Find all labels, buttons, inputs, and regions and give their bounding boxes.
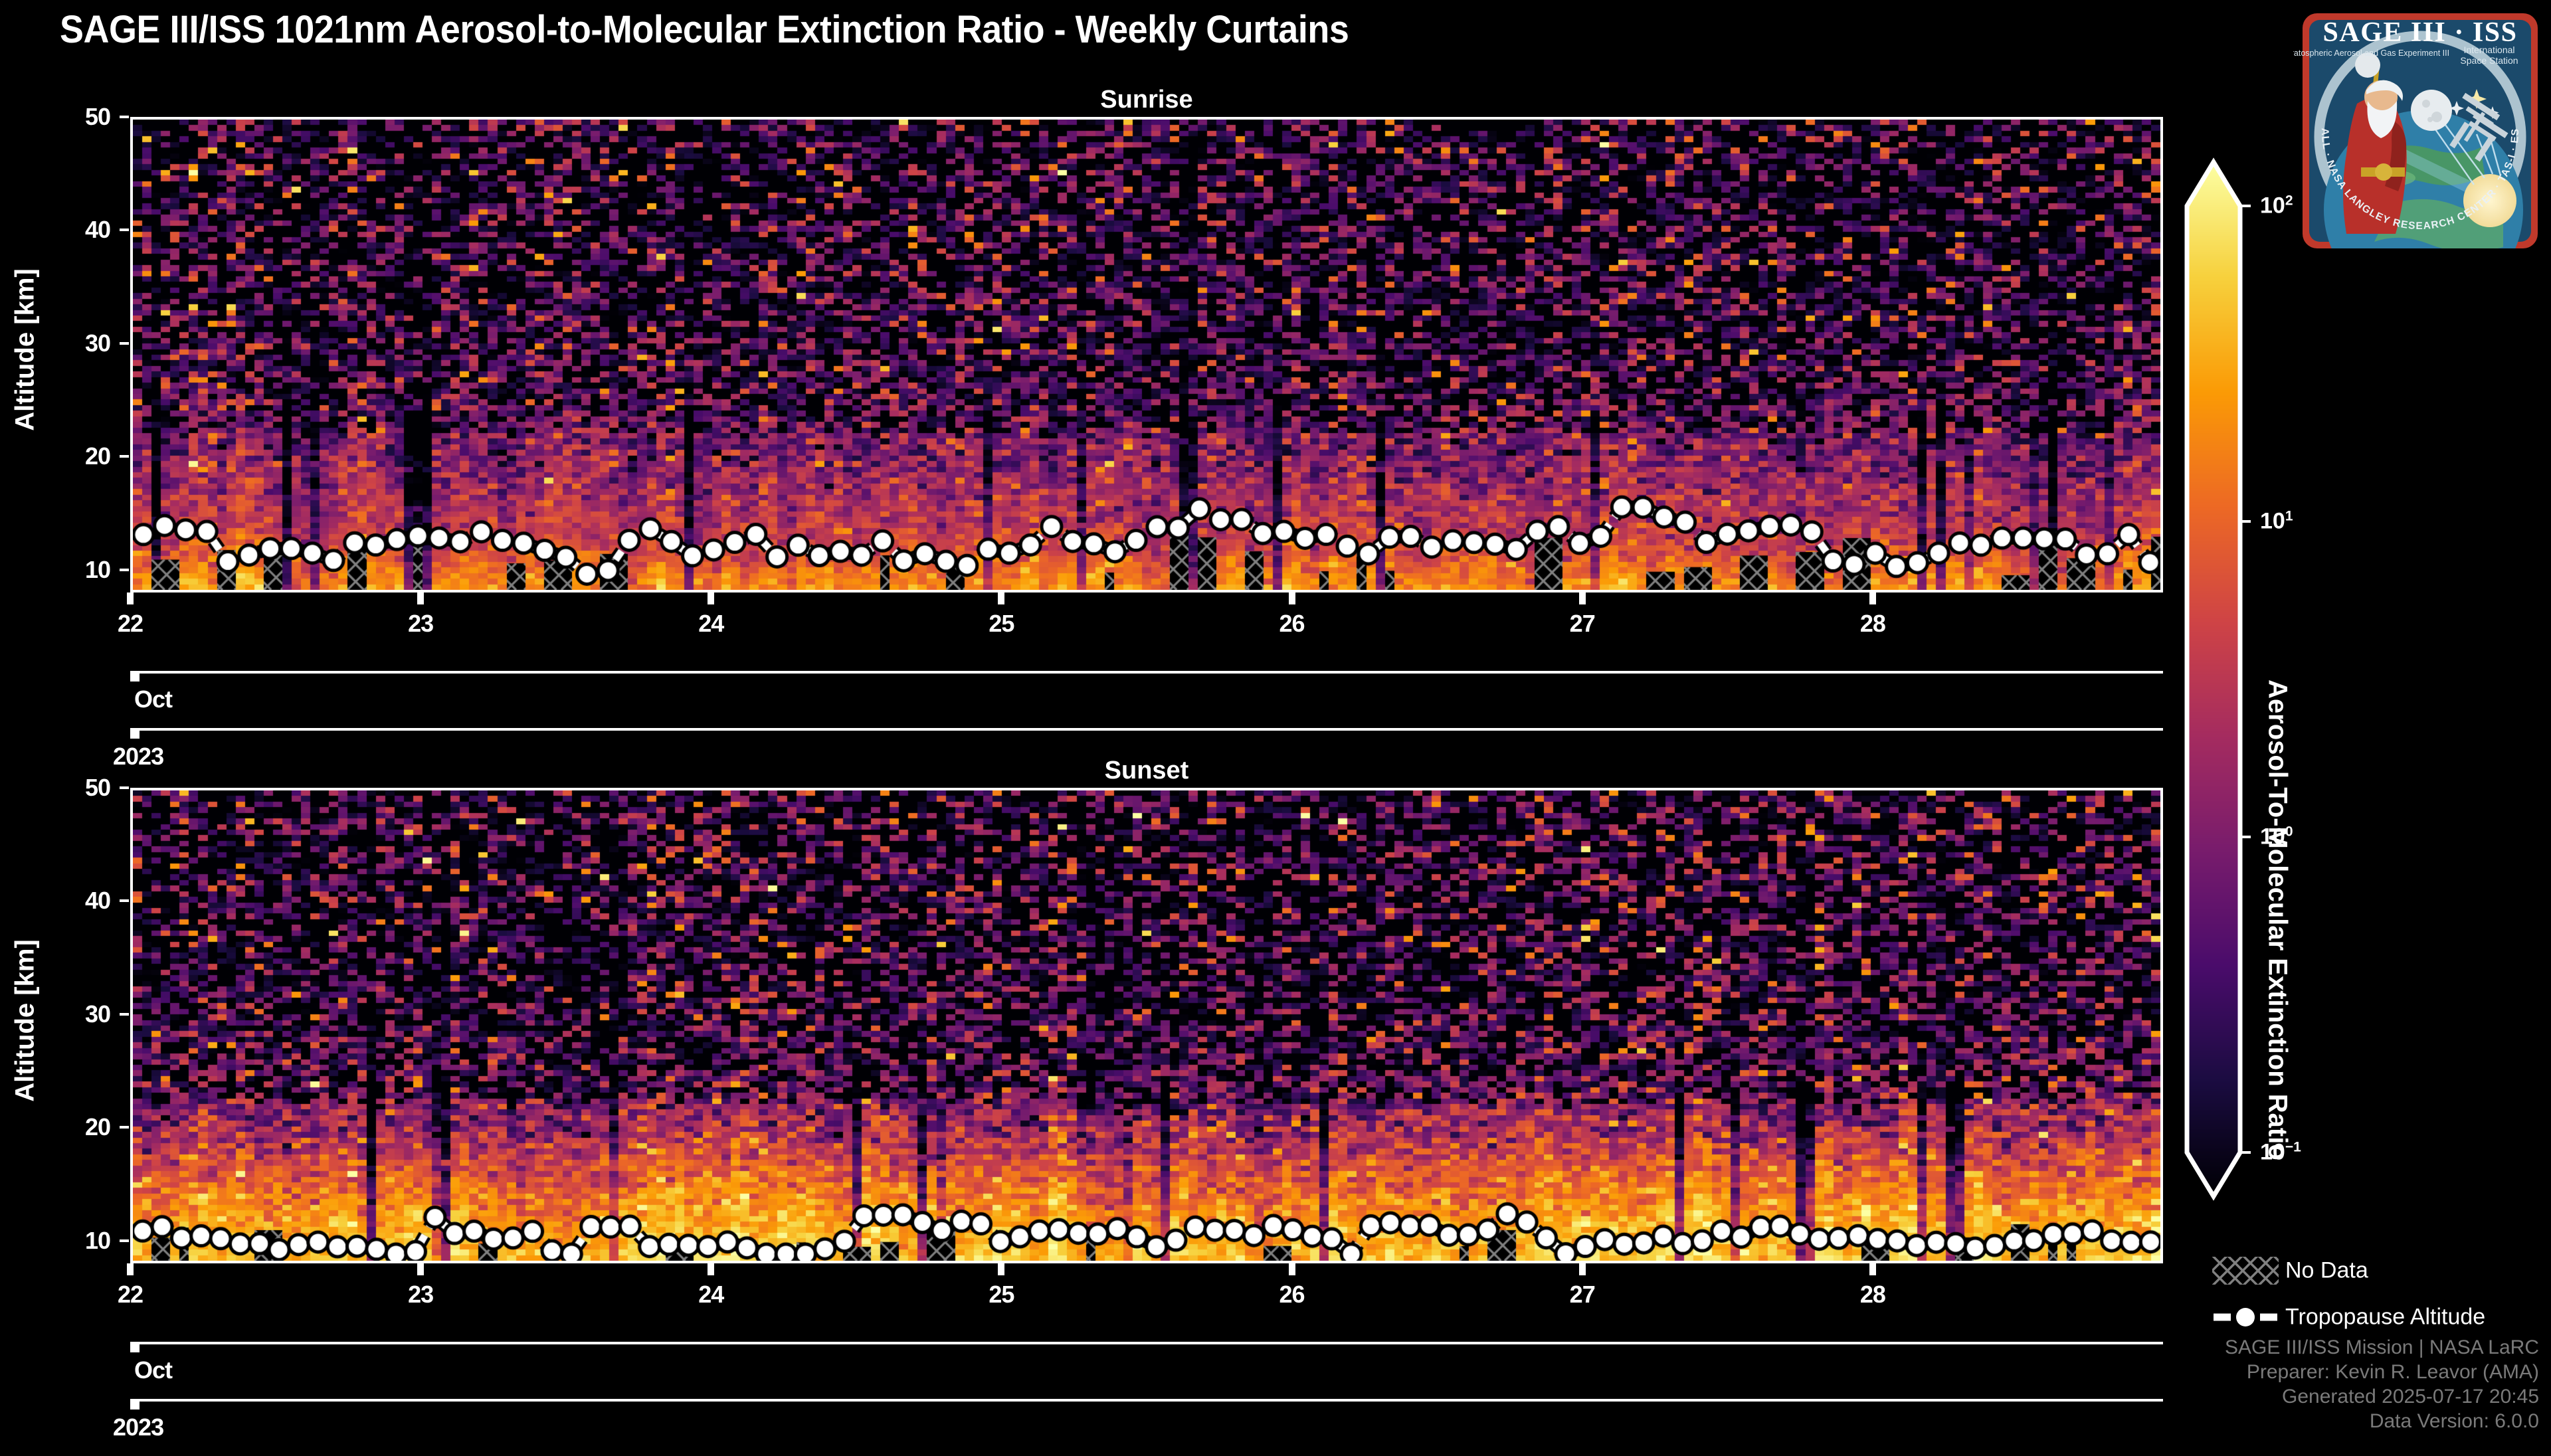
y-tick-mark (120, 1126, 129, 1129)
x-tick-mark (1578, 592, 1586, 604)
month-label: Oct (134, 1356, 173, 1384)
legend-item-no-data: No Data (2212, 1255, 2531, 1286)
y-axis-sunset: 10 20 30 40 50 (0, 774, 130, 1263)
logo-subtitle-right-2: Space Station (2460, 55, 2518, 66)
footer-line-mission: SAGE III/ISS Mission | NASA LaRC (2225, 1336, 2539, 1358)
x-tick-label: 27 (1569, 1281, 1596, 1308)
iss-icon (2449, 92, 2508, 162)
legend-label-tropopause: Tropopause Altitude (2285, 1304, 2486, 1330)
x-tick-mark (1869, 1263, 1876, 1275)
y-tick-mark (120, 568, 129, 571)
x-tick-label: 24 (698, 1281, 724, 1308)
logo-svg: BALL · NASA LANGLEY RESEARCH CENTER · TA… (2283, 0, 2538, 248)
y-tick-label: 30 (84, 329, 111, 357)
page-title: SAGE III/ISS 1021nm Aerosol-to-Molecular… (60, 8, 1349, 51)
x-tick-mark (127, 592, 134, 604)
y-tick-mark (120, 341, 129, 345)
colorbar-tick-mark (2240, 520, 2251, 523)
x-axis-sunrise: 22 23 24 25 26 27 28 Oct 2023 (113, 592, 2163, 785)
y-axis-sunrise: 10 20 30 40 50 (0, 103, 130, 592)
heatmap-sunrise[interactable] (130, 117, 2163, 592)
x-tick-mark (1288, 1263, 1295, 1275)
x-tick-label: 23 (408, 1281, 434, 1308)
x-tick-label: 22 (117, 610, 143, 637)
year-level-tick (130, 728, 140, 739)
x-tick-label: 22 (117, 1281, 143, 1308)
panel-title-sunset: Sunset (1104, 757, 1189, 784)
y-tick-label: 20 (84, 1113, 111, 1141)
x-tick-mark (417, 592, 425, 604)
x-tick-mark (1578, 1263, 1586, 1275)
x-tick-mark (417, 1263, 425, 1275)
no-data-hatch-icon (2212, 1257, 2279, 1285)
x-tick-mark (127, 1263, 134, 1275)
x-tick-label: 23 (408, 610, 434, 637)
footer-line-generated: Generated 2025-07-17 20:45 (2282, 1386, 2539, 1408)
colorbar-tick-label: 10−1 (2260, 1139, 2301, 1165)
legend-item-tropopause: Tropopause Altitude (2212, 1302, 2531, 1332)
x-tick-label: 25 (989, 1281, 1014, 1308)
month-level-tick (130, 671, 140, 682)
y-tick-label: 50 (84, 774, 111, 801)
wizard-figure (2343, 52, 2407, 234)
colorbar-tick-label: 100 (2260, 824, 2293, 850)
y-tick-label: 20 (84, 442, 111, 470)
logo-title: SAGE III · ISS (2323, 17, 2518, 48)
x-tick-label: 28 (1859, 1281, 1886, 1308)
heatmap-canvas-sunrise (133, 120, 2160, 590)
x-tick-label: 24 (698, 610, 724, 637)
y-tick-mark (120, 899, 129, 903)
x-tick-mark (708, 1263, 715, 1275)
colorbar-tick-mark (2240, 1151, 2251, 1154)
y-tick-label: 10 (84, 1226, 111, 1254)
month-level-line (130, 1342, 2163, 1344)
x-tick-label: 25 (989, 610, 1014, 637)
colorbar-tick-label: 101 (2260, 508, 2293, 534)
logo-subtitle-left: Stratospheric Aerosol and Gas Experiment… (2293, 48, 2449, 58)
y-tick-label: 30 (84, 1000, 111, 1028)
legend-label-no-data: No Data (2285, 1257, 2368, 1283)
heatmap-sunset[interactable] (130, 788, 2163, 1263)
y-tick-mark (120, 1239, 129, 1242)
year-level-line (130, 728, 2163, 731)
y-tick-mark (120, 116, 129, 118)
year-label: 2023 (113, 743, 164, 770)
colorbar-gradient (2179, 157, 2248, 1202)
y-tick-mark (120, 228, 129, 232)
x-tick-mark (708, 592, 715, 604)
y-tick-label: 50 (84, 103, 111, 130)
panel-title-sunrise: Sunrise (1100, 86, 1193, 114)
x-tick-mark (998, 1263, 1005, 1275)
y-tick-label: 40 (84, 216, 111, 244)
tropopause-marker-icon (2214, 1308, 2277, 1326)
x-tick-label: 26 (1279, 1281, 1305, 1308)
x-tick-label: 27 (1569, 610, 1596, 637)
footer-line-preparer: Preparer: Kevin R. Leavor (AMA) (2246, 1361, 2539, 1383)
sage-iii-iss-mission-patch: BALL · NASA LANGLEY RESEARCH CENTER · TA… (2283, 0, 2547, 258)
footer-line-version: Data Version: 6.0.0 (2369, 1410, 2539, 1432)
y-tick-mark (120, 786, 129, 789)
heatmap-canvas-sunset (133, 790, 2160, 1261)
y-tick-label: 10 (84, 555, 111, 583)
x-tick-mark (998, 592, 1005, 604)
colorbar-tick-label: 102 (2260, 193, 2293, 219)
x-tick-mark (1869, 592, 1876, 604)
colorbar-tick-mark (2240, 205, 2251, 207)
x-tick-label: 26 (1279, 610, 1305, 637)
footer-credits: SAGE III/ISS Mission | NASA LaRC Prepare… (2225, 1335, 2539, 1433)
year-level-line (130, 1399, 2163, 1402)
month-level-line (130, 671, 2163, 674)
y-tick-mark (120, 1012, 129, 1016)
colorbar-tick-mark (2240, 836, 2251, 838)
x-tick-mark (1288, 592, 1295, 604)
y-tick-mark (120, 455, 129, 458)
logo-subtitle-right-1: International (2463, 45, 2514, 55)
month-label: Oct (134, 685, 173, 713)
y-tick-label: 40 (84, 887, 111, 915)
month-level-tick (130, 1342, 140, 1352)
year-level-tick (130, 1399, 140, 1410)
x-tick-label: 28 (1859, 610, 1886, 637)
